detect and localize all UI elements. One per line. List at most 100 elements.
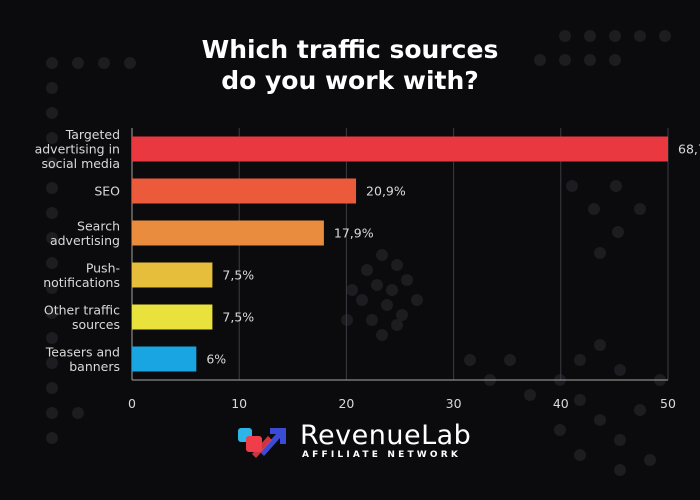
revenuelab-logo-icon <box>238 428 286 458</box>
decor-dot <box>594 339 606 351</box>
bar <box>132 346 197 372</box>
decor-dot <box>371 279 383 291</box>
chart-title-line-1: Which traffic sources <box>201 35 499 64</box>
bar-value-label: 6% <box>206 352 226 367</box>
decor-dot <box>46 332 58 344</box>
decor-dot <box>588 203 600 215</box>
category-label: Targeted <box>65 127 120 142</box>
decor-dot <box>554 424 566 436</box>
logo-arrow <box>260 428 286 456</box>
decor-dot <box>559 54 571 66</box>
decorative-dots <box>46 30 671 476</box>
logo-arrow-highlight <box>252 436 272 458</box>
decor-dot <box>574 354 586 366</box>
category-label: banners <box>69 359 120 374</box>
bar <box>132 304 213 330</box>
decor-dot <box>46 107 58 119</box>
decor-dot <box>504 354 516 366</box>
decor-dot <box>594 247 606 259</box>
decor-dot <box>594 414 606 426</box>
decor-dot <box>46 382 58 394</box>
brand-subtitle: AFFILIATE NETWORK <box>302 450 462 460</box>
decor-dot <box>376 329 388 341</box>
decor-dot <box>98 57 110 69</box>
decor-dot <box>584 54 596 66</box>
decor-dot <box>381 299 393 311</box>
decor-dot <box>46 357 58 369</box>
decor-dot <box>46 432 58 444</box>
chart-title: Which traffic sources do you work with? <box>0 34 700 96</box>
decor-dot <box>376 249 388 261</box>
decor-dot <box>46 407 58 419</box>
decor-dot <box>559 30 571 42</box>
decor-dot <box>391 259 403 271</box>
bar <box>132 136 668 162</box>
decor-dot <box>72 57 84 69</box>
decor-dot <box>366 314 378 326</box>
decor-dot <box>566 180 578 192</box>
x-tick-label: 0 <box>128 396 136 411</box>
decor-dot <box>644 454 656 466</box>
chart-grid: 0 10 20 30 40 50 <box>128 128 676 411</box>
decor-dot <box>634 203 646 215</box>
bar <box>132 262 213 288</box>
decor-dot <box>72 407 84 419</box>
decor-dot <box>361 264 373 276</box>
decor-dot <box>584 30 596 42</box>
decor-dot <box>46 207 58 219</box>
decor-dot <box>614 464 626 476</box>
category-label: notifications <box>43 275 120 290</box>
decor-dot <box>46 132 58 144</box>
decor-dot <box>124 57 136 69</box>
x-tick-label: 10 <box>231 396 247 411</box>
x-tick-label: 20 <box>338 396 354 411</box>
category-label: Push- <box>86 260 120 275</box>
x-tick-label: 30 <box>446 396 462 411</box>
category-label: sources <box>72 317 120 332</box>
decor-dot <box>401 274 413 286</box>
decor-dot <box>341 314 353 326</box>
decor-dot <box>46 82 58 94</box>
category-label: Search <box>77 218 120 233</box>
decor-dot <box>614 434 626 446</box>
decor-dot <box>46 307 58 319</box>
decor-dot <box>346 284 358 296</box>
bar <box>132 220 324 246</box>
bar <box>132 178 357 204</box>
bar-value-label: 68,7% <box>678 142 700 157</box>
category-label: SEO <box>94 184 120 199</box>
category-label: advertising in <box>35 142 120 157</box>
decor-dot <box>46 57 58 69</box>
bar-value-label: 17,9% <box>334 226 374 241</box>
decor-dot <box>609 54 621 66</box>
decor-dot <box>534 54 546 66</box>
chart-title-line-2: do you work with? <box>221 66 479 95</box>
bar-value-label: 7,5% <box>222 268 254 283</box>
category-label: social media <box>41 156 120 171</box>
brand-name: RevenueLab <box>300 420 472 451</box>
decor-dot <box>411 294 423 306</box>
bar-value-label: 20,9% <box>366 184 406 199</box>
decor-dot <box>464 354 476 366</box>
category-label: Teasers and <box>45 344 120 359</box>
decor-dot <box>46 157 58 169</box>
decor-dot <box>574 394 586 406</box>
decor-dot <box>610 180 622 192</box>
decor-dot <box>356 294 368 306</box>
category-label: advertising <box>50 233 120 248</box>
category-label: Other traffic <box>44 302 120 317</box>
decor-dot <box>46 282 58 294</box>
x-tick-label: 40 <box>553 396 569 411</box>
decor-dot <box>634 404 646 416</box>
chart-bars <box>132 136 668 372</box>
decor-dot <box>634 30 646 42</box>
decor-dot <box>46 182 58 194</box>
decor-dot <box>609 30 621 42</box>
decor-dot <box>574 449 586 461</box>
decor-dot <box>612 226 624 238</box>
brand-logo: RevenueLab AFFILIATE NETWORK <box>238 420 478 464</box>
decor-dot <box>524 389 536 401</box>
decor-dot <box>614 364 626 376</box>
